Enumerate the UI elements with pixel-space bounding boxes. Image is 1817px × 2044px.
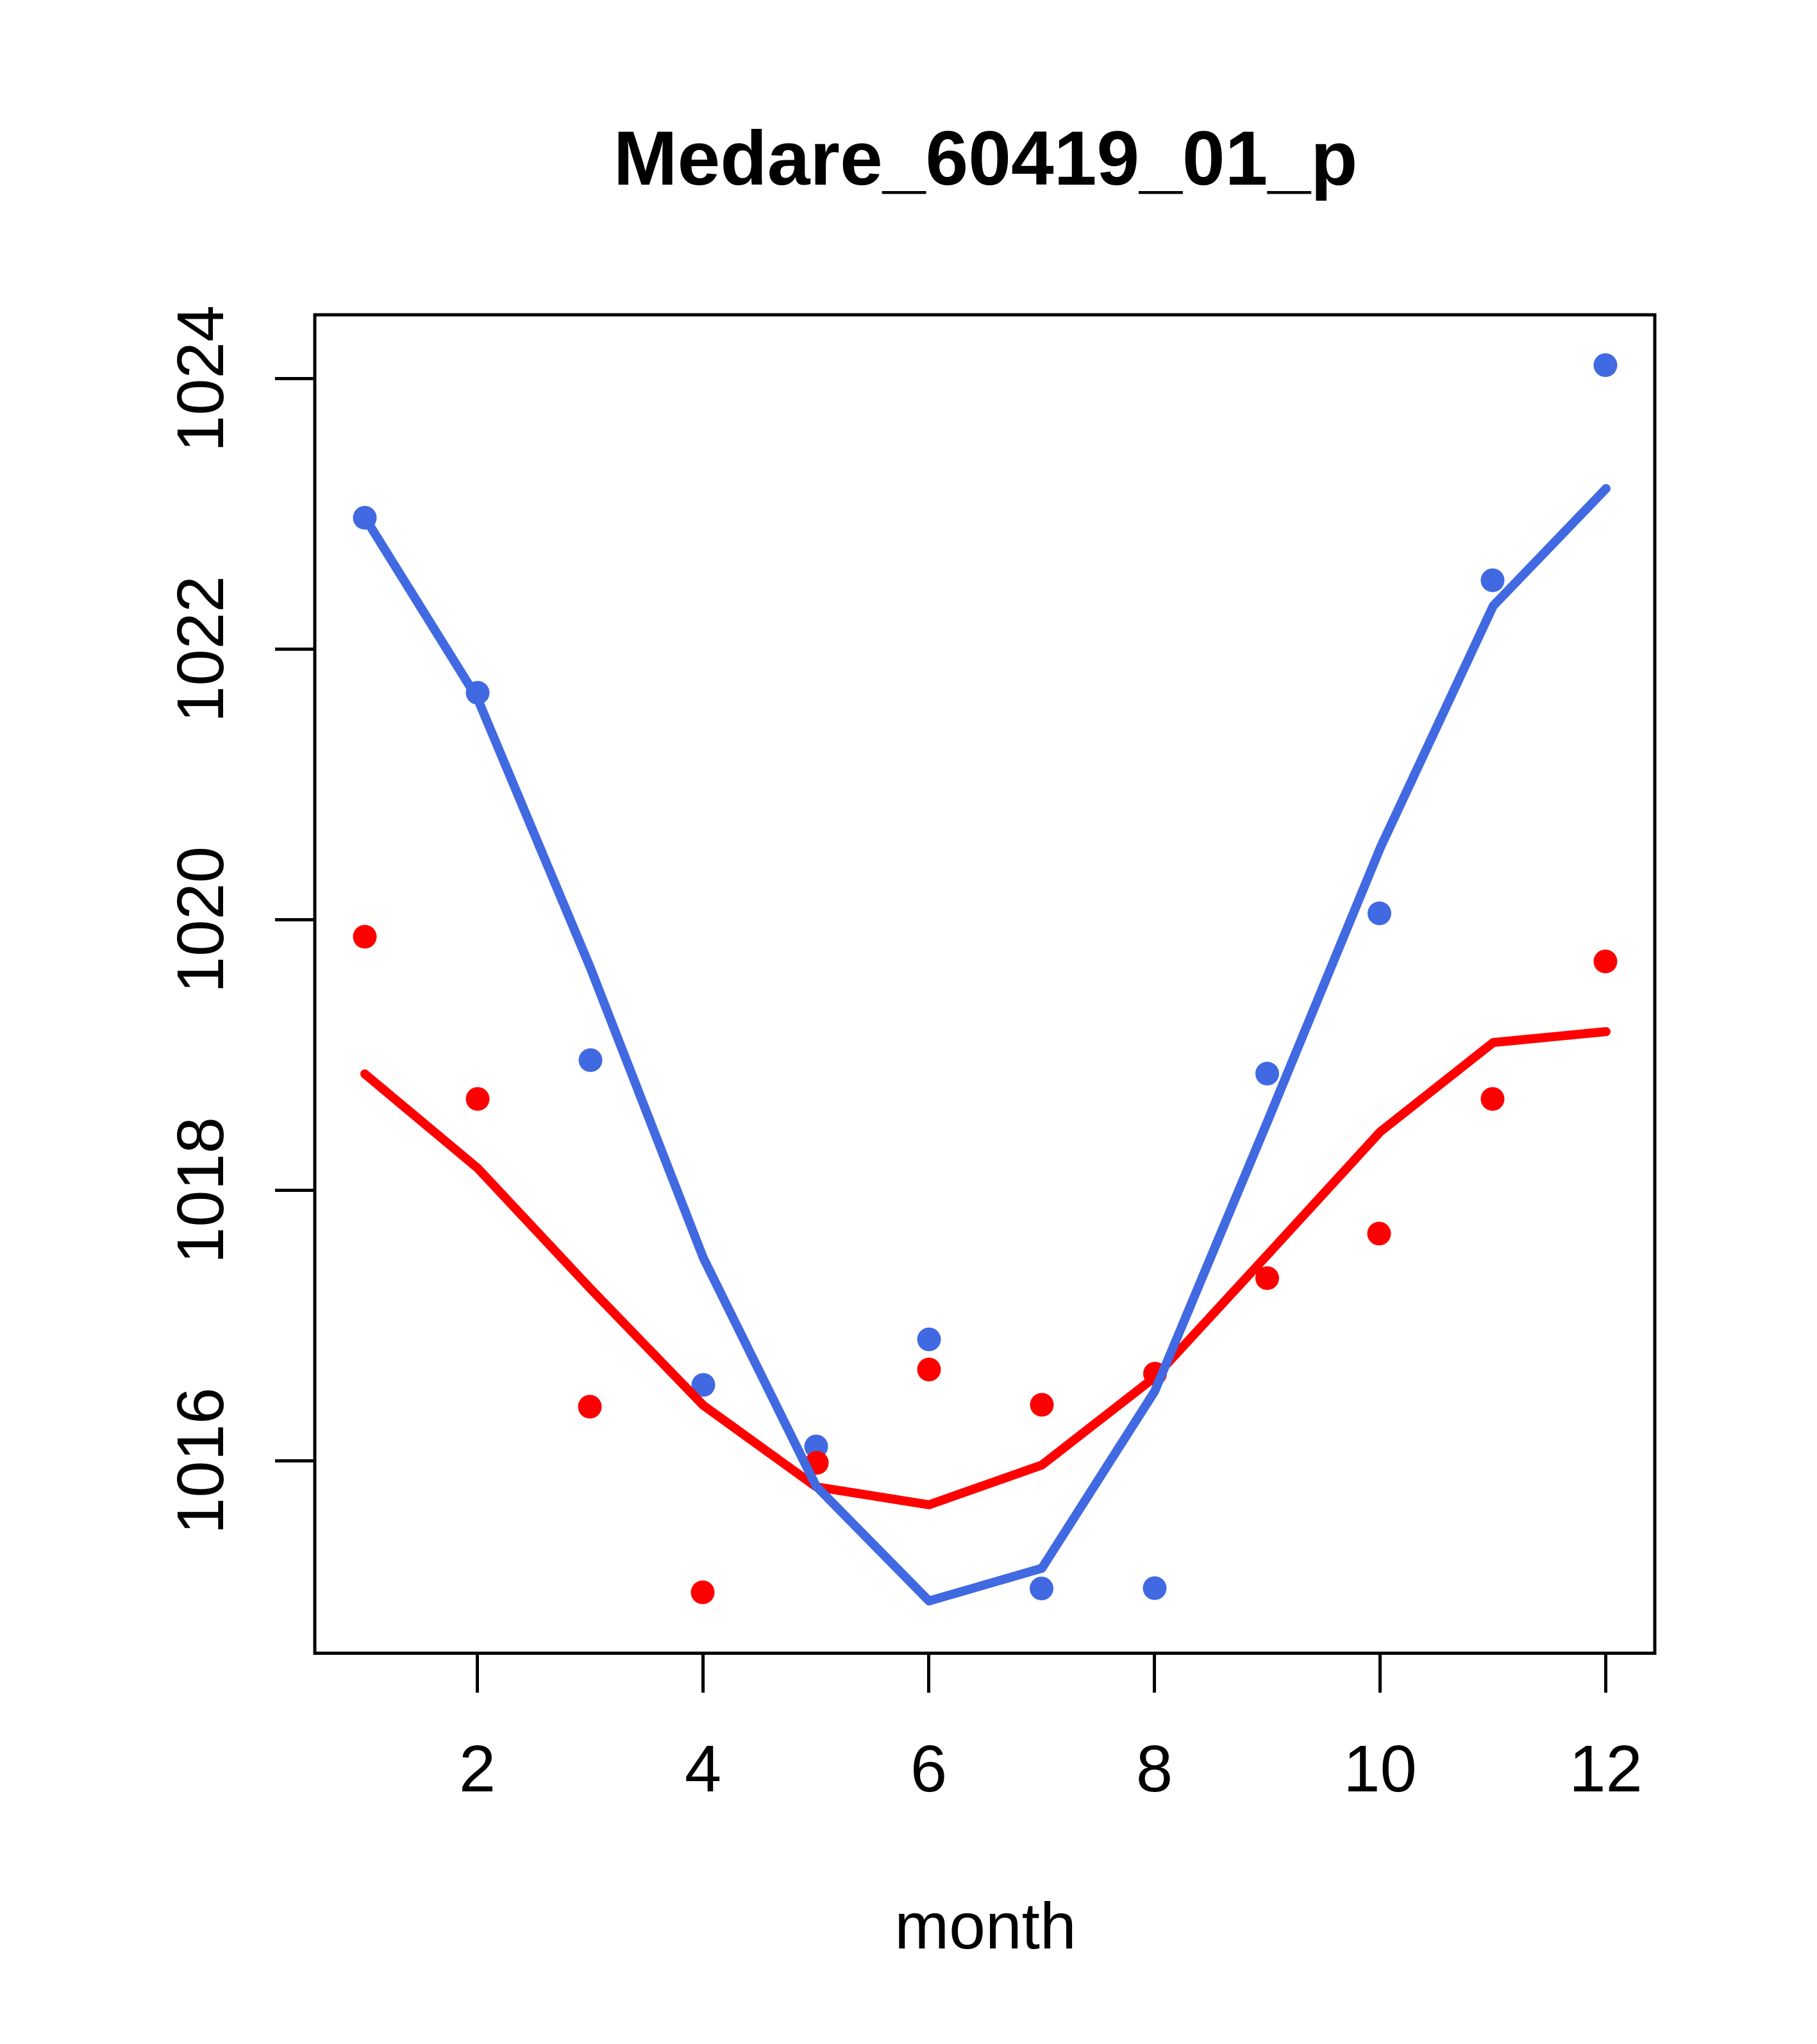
svg-text:month: month xyxy=(894,1889,1076,1963)
svg-text:1016: 1016 xyxy=(163,1387,237,1534)
svg-text:1024: 1024 xyxy=(163,305,237,452)
svg-text:2: 2 xyxy=(459,1732,496,1805)
svg-text:4: 4 xyxy=(685,1732,721,1805)
svg-text:8: 8 xyxy=(1136,1732,1173,1805)
svg-text:6: 6 xyxy=(910,1732,947,1805)
svg-text:12: 12 xyxy=(1569,1732,1643,1805)
svg-text:Medare_60419_01_p: Medare_60419_01_p xyxy=(614,115,1358,201)
svg-text:1018: 1018 xyxy=(163,1117,237,1264)
svg-text:10: 10 xyxy=(1343,1732,1417,1805)
svg-text:1020: 1020 xyxy=(163,846,237,993)
svg-text:1022: 1022 xyxy=(163,576,237,723)
